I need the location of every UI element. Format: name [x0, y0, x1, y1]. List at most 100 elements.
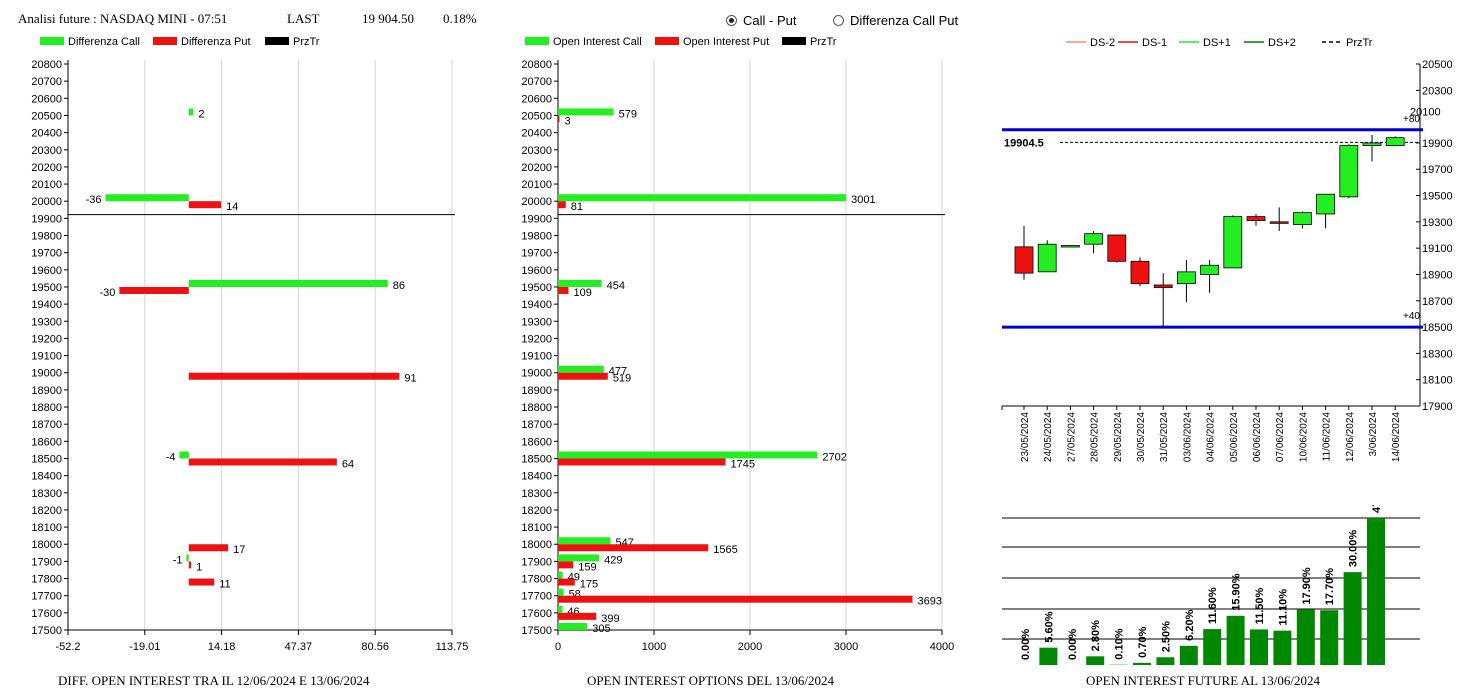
x-tick-label: 06/06/2024	[1252, 412, 1263, 462]
radio-call-put-label: Call - Put	[743, 13, 797, 28]
footer-diff-title: DIFF. OPEN INTEREST TRA IL 12/06/2024 E …	[58, 673, 370, 688]
bar-value-label: 2702	[822, 451, 846, 463]
x-tick-label: 28/05/2024	[1090, 412, 1101, 462]
bar-value-label: 305	[592, 623, 610, 635]
call-bar	[558, 571, 563, 579]
candle-body	[1316, 193, 1336, 215]
y-tick-label: 19700	[31, 248, 62, 260]
footer-options-title: OPEN INTEREST OPTIONS DEL 13/06/2024	[587, 673, 834, 688]
put-bar	[558, 115, 560, 123]
y-tick-label: 19300	[521, 316, 552, 328]
future-bar	[1039, 647, 1058, 665]
bar-value-label: 17	[233, 544, 245, 556]
y-tick-label: 20100	[1410, 107, 1441, 119]
y-tick-label: 19700	[521, 248, 552, 260]
y-tick-label: 19700	[1422, 164, 1453, 176]
bar-value-label: 64	[342, 458, 354, 470]
legend-call-swatch	[40, 37, 64, 45]
put-bar	[558, 544, 709, 552]
radio-call-put[interactable]: Call - Put	[726, 13, 796, 28]
y-tick-label: 19400	[31, 299, 62, 311]
future-bar-label: 5.60%	[1043, 611, 1055, 642]
x-tick-label: 11/06/2024	[1322, 412, 1333, 462]
put-bar	[558, 201, 566, 209]
y-tick-label: 20500	[1422, 59, 1453, 71]
future-bar-label: 11.60%	[1207, 587, 1219, 624]
y-tick-label: 20200	[521, 162, 552, 174]
y-tick-label: 20700	[521, 76, 552, 88]
call-bar	[186, 554, 189, 562]
y-tick-label: 19500	[31, 282, 62, 294]
y-tick-label: 17900	[521, 556, 552, 568]
x-tick-label: 29/05/2024	[1113, 412, 1124, 462]
bar-value-label: 1745	[731, 458, 755, 470]
put-bar	[188, 561, 192, 569]
y-tick-label: 18600	[521, 436, 552, 448]
candlestick-chart: DS-2 DS-1 DS+1 DS+2 PrzTr 20500 20300 19900 1970…	[1001, 37, 1453, 462]
x-tick-label: 24/05/2024	[1043, 412, 1054, 462]
call-bar	[558, 108, 614, 116]
future-bar-label: 11.50%	[1254, 587, 1266, 624]
future-bar	[1320, 610, 1339, 665]
candle-body	[1292, 212, 1312, 225]
x-tick-label: 113.75	[436, 641, 469, 653]
x-tick-label: -19.01	[129, 641, 160, 653]
candle-body	[1130, 260, 1150, 285]
y-tick-label: 20200	[31, 162, 62, 174]
legend-call-label: Open Interest Call	[553, 36, 642, 48]
band-label: +40	[1403, 311, 1420, 322]
call-bar	[558, 365, 604, 373]
put-bar	[188, 458, 337, 466]
future-bar-label: 0.10%	[1114, 628, 1126, 659]
y-tick-label: 17800	[31, 574, 62, 586]
x-tick-label: 4000	[930, 641, 954, 653]
y-tick-label: 18100	[521, 522, 552, 534]
bar-value-label: 519	[613, 373, 631, 385]
bar-value-label: -30	[99, 287, 115, 299]
open-interest-future-chart: 0.00% 5.60% 0.00% 2.80% 0.10% 0.70% 2.50% 6.20%…	[1002, 505, 1420, 665]
legend-label: DS+1	[1203, 37, 1231, 49]
radio-selected-icon	[726, 15, 737, 26]
y-tick-label: 18500	[521, 453, 552, 465]
future-bar	[1367, 518, 1385, 665]
candle-body	[1037, 243, 1057, 273]
y-tick-label: 18200	[521, 505, 552, 517]
y-tick-label: 18900	[521, 385, 552, 397]
y-tick-label: 20600	[31, 93, 62, 105]
call-bar	[558, 194, 847, 202]
x-tick-label: 30/05/2024	[1136, 412, 1147, 462]
y-tick-label: 20800	[31, 59, 62, 71]
y-tick-label: 20600	[521, 93, 552, 105]
x-tick-label: 23/05/2024	[1020, 412, 1031, 462]
y-tick-label: 18300	[31, 488, 62, 500]
footer-future-title: OPEN INTEREST FUTURE AL 13/06/2024	[1086, 673, 1321, 688]
bar-value-label: 175	[580, 579, 598, 591]
y-tick-label: 17600	[31, 608, 62, 620]
future-bar-label: 30.00%	[1348, 530, 1360, 568]
diff-open-interest-chart: Differenza Call Differenza Put PrzTr -52.2 -…	[31, 36, 469, 653]
legend-prztr-swatch	[782, 37, 806, 45]
y-tick-label: 17500	[31, 625, 62, 637]
y-tick-label: 19300	[1422, 217, 1453, 229]
y-tick-label: 18300	[521, 488, 552, 500]
legend-put-label: Differenza Put	[181, 36, 251, 48]
radio-differenza-call-put[interactable]: Differenza Call Put	[833, 13, 958, 28]
call-bar	[558, 605, 563, 613]
put-bar	[188, 578, 215, 586]
put-bar	[558, 595, 913, 603]
call-bar	[558, 554, 600, 562]
y-tick-label: 19500	[521, 282, 552, 294]
bar-value-label: 429	[604, 554, 622, 566]
y-tick-label: 18800	[31, 402, 62, 414]
future-bar	[1133, 662, 1151, 665]
call-bar	[188, 108, 194, 116]
bar-value-label: 14	[226, 201, 238, 213]
y-tick-label: 19900	[31, 213, 62, 225]
legend-label: DS-1	[1142, 37, 1167, 49]
future-bar	[1296, 609, 1315, 665]
y-tick-label: 18700	[521, 419, 552, 431]
y-tick-label: 18100	[31, 522, 62, 534]
y-tick-label: 20100	[31, 179, 62, 191]
candle-body	[1084, 233, 1103, 245]
y-tick-label: 20300	[31, 145, 62, 157]
